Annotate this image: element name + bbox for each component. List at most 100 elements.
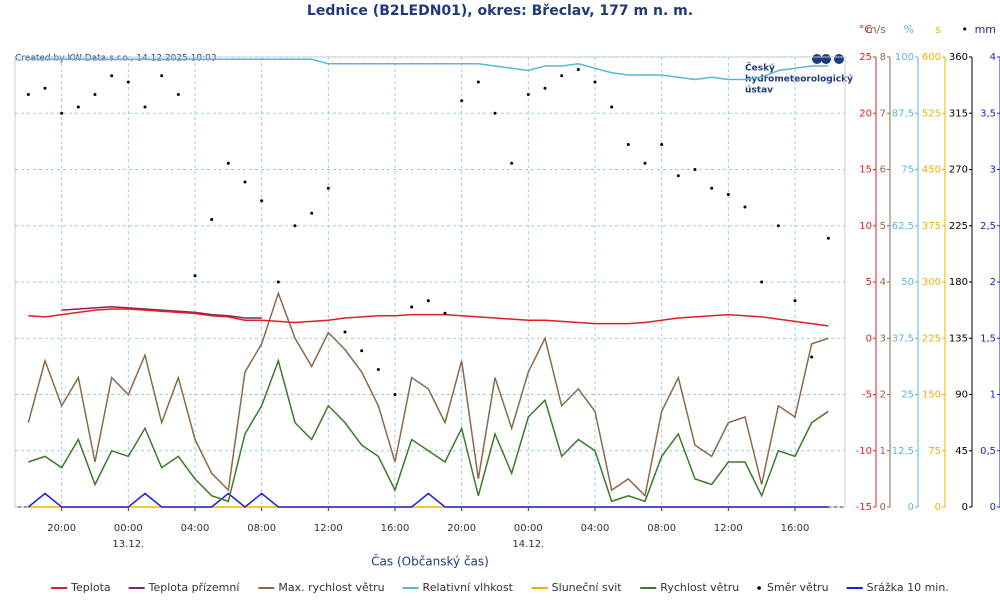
y-tick-label: 75 (901, 165, 914, 176)
wind-direction-dot (543, 86, 547, 90)
wind-direction-dot (76, 105, 80, 109)
legend-item: Sluneční svit (531, 581, 623, 594)
wind-direction-dot (260, 199, 264, 203)
y-tick-label: 4 (990, 52, 996, 63)
wind-direction-dot (410, 305, 414, 309)
legend-label: Teplota přízemní (148, 581, 241, 594)
wind-direction-dot (93, 93, 97, 96)
y-tick-label: 0 (866, 333, 872, 344)
legend-item: Směr větru (757, 581, 829, 594)
y-tick-label: 2 (880, 390, 886, 401)
legend-item: Max. rychlost větru (258, 581, 385, 594)
wind-direction-dot (593, 80, 597, 84)
y-tick-label: -10 (856, 446, 872, 457)
legend-label: Teplota (70, 581, 110, 594)
x-tick-label: 08:00 (247, 523, 276, 534)
wind-direction-dot (793, 299, 797, 303)
y-tick-label: 0 (908, 502, 914, 513)
y-tick-label: 7 (880, 108, 886, 119)
wind-direction-dot (276, 280, 280, 284)
wind-direction-dot (460, 99, 464, 103)
x-tick-label: 04:00 (581, 523, 610, 534)
wind-direction-dot (360, 349, 364, 353)
wind-direction-dot (160, 74, 164, 78)
series-line (27, 492, 829, 508)
y-tick-label: 20 (859, 108, 872, 119)
y-axis-title: m/s (866, 23, 886, 36)
y-axis-title: °C (859, 23, 873, 36)
y-tick-label: 135 (949, 333, 968, 344)
wind-direction-dot (610, 105, 614, 109)
y-tick-label: 100 (895, 52, 914, 63)
y-tick-label: 2 (990, 277, 996, 288)
y-tick-label: 600 (922, 52, 941, 63)
wind-direction-dot (493, 111, 497, 115)
legend-label: Max. rychlost větru (278, 581, 384, 594)
legend-item: Teplota přízemní (128, 581, 241, 594)
series-line (28, 358, 829, 503)
wind-direction-dot (626, 143, 630, 146)
x-tick-label: 00:00 (114, 523, 143, 534)
y-tick-label: 5 (866, 277, 872, 288)
legend-item: Srážka 10 min. (846, 581, 949, 594)
y-tick-label: 50 (901, 277, 914, 288)
y-tick-label: 270 (949, 165, 968, 176)
y-axis-title: s (935, 23, 941, 36)
wind-direction-dot (676, 174, 680, 178)
wind-direction-dot (326, 186, 330, 190)
legend-label: Směr větru (767, 581, 829, 594)
wind-direction-dot (526, 93, 530, 96)
wind-direction-dot (310, 211, 314, 215)
legend-label: Sluneční svit (552, 581, 623, 594)
chart-title: Lednice (B2LEDN01), okres: Břeclav, 177 … (307, 3, 693, 19)
y-tick-label: 180 (949, 277, 968, 288)
wind-direction-dot (393, 393, 397, 396)
x-tick-label: 04:00 (181, 523, 210, 534)
wind-direction-dot (343, 330, 347, 334)
wind-direction-dot (126, 80, 130, 84)
y-tick-label: 0 (935, 502, 941, 513)
y-tick-label: 87,5 (892, 108, 914, 119)
y-tick-label: 225 (949, 221, 968, 232)
wind-direction-dot (26, 93, 30, 96)
y-tick-label: 525 (922, 108, 941, 119)
y-tick-label: 375 (922, 221, 941, 232)
y-tick-label: 75 (928, 446, 941, 457)
y-tick-label: 45 (955, 446, 968, 457)
series-line (27, 290, 829, 498)
legend-item: Teplota (51, 581, 111, 594)
y-tick-label: 5 (880, 221, 886, 232)
wind-direction-dot (726, 193, 730, 196)
wind-direction-dot (293, 224, 297, 228)
x-tick-label: 08:00 (647, 523, 676, 534)
logo-dot (812, 54, 822, 64)
y-tick-label: 62,5 (892, 221, 914, 232)
wind-direction-dot (476, 80, 480, 84)
y-tick-label: 6 (880, 165, 886, 176)
wind-direction-dot (693, 168, 697, 171)
y-tick-label: 3 (990, 165, 996, 176)
y-tick-label: -5 (862, 390, 872, 401)
y-tick-label: 12,5 (892, 446, 914, 457)
y-tick-label: 8 (880, 52, 886, 63)
series-line (28, 308, 829, 327)
wind-direction-dot (643, 161, 647, 165)
y-tick-label: 1 (990, 390, 996, 401)
y-tick-label: 450 (922, 165, 941, 176)
legend-symbol (757, 586, 761, 590)
y-tick-label: 300 (922, 277, 941, 288)
y-tick-label: 0 (880, 502, 886, 513)
y-tick-label: 1 (880, 446, 886, 457)
x-tick-label: 12:00 (714, 523, 743, 534)
y-tick-label: 3 (880, 333, 886, 344)
y-tick-label: 0,5 (980, 446, 996, 457)
y-tick-label: -15 (856, 502, 872, 513)
x-tick-label: 12:00 (314, 523, 343, 534)
wind-direction-dot (243, 180, 247, 184)
legend-label: Srážka 10 min. (867, 581, 949, 594)
y-tick-label: 10 (859, 221, 872, 232)
logo-text: hydrometeorologický (745, 75, 853, 85)
wind-direction-dot (43, 86, 47, 90)
